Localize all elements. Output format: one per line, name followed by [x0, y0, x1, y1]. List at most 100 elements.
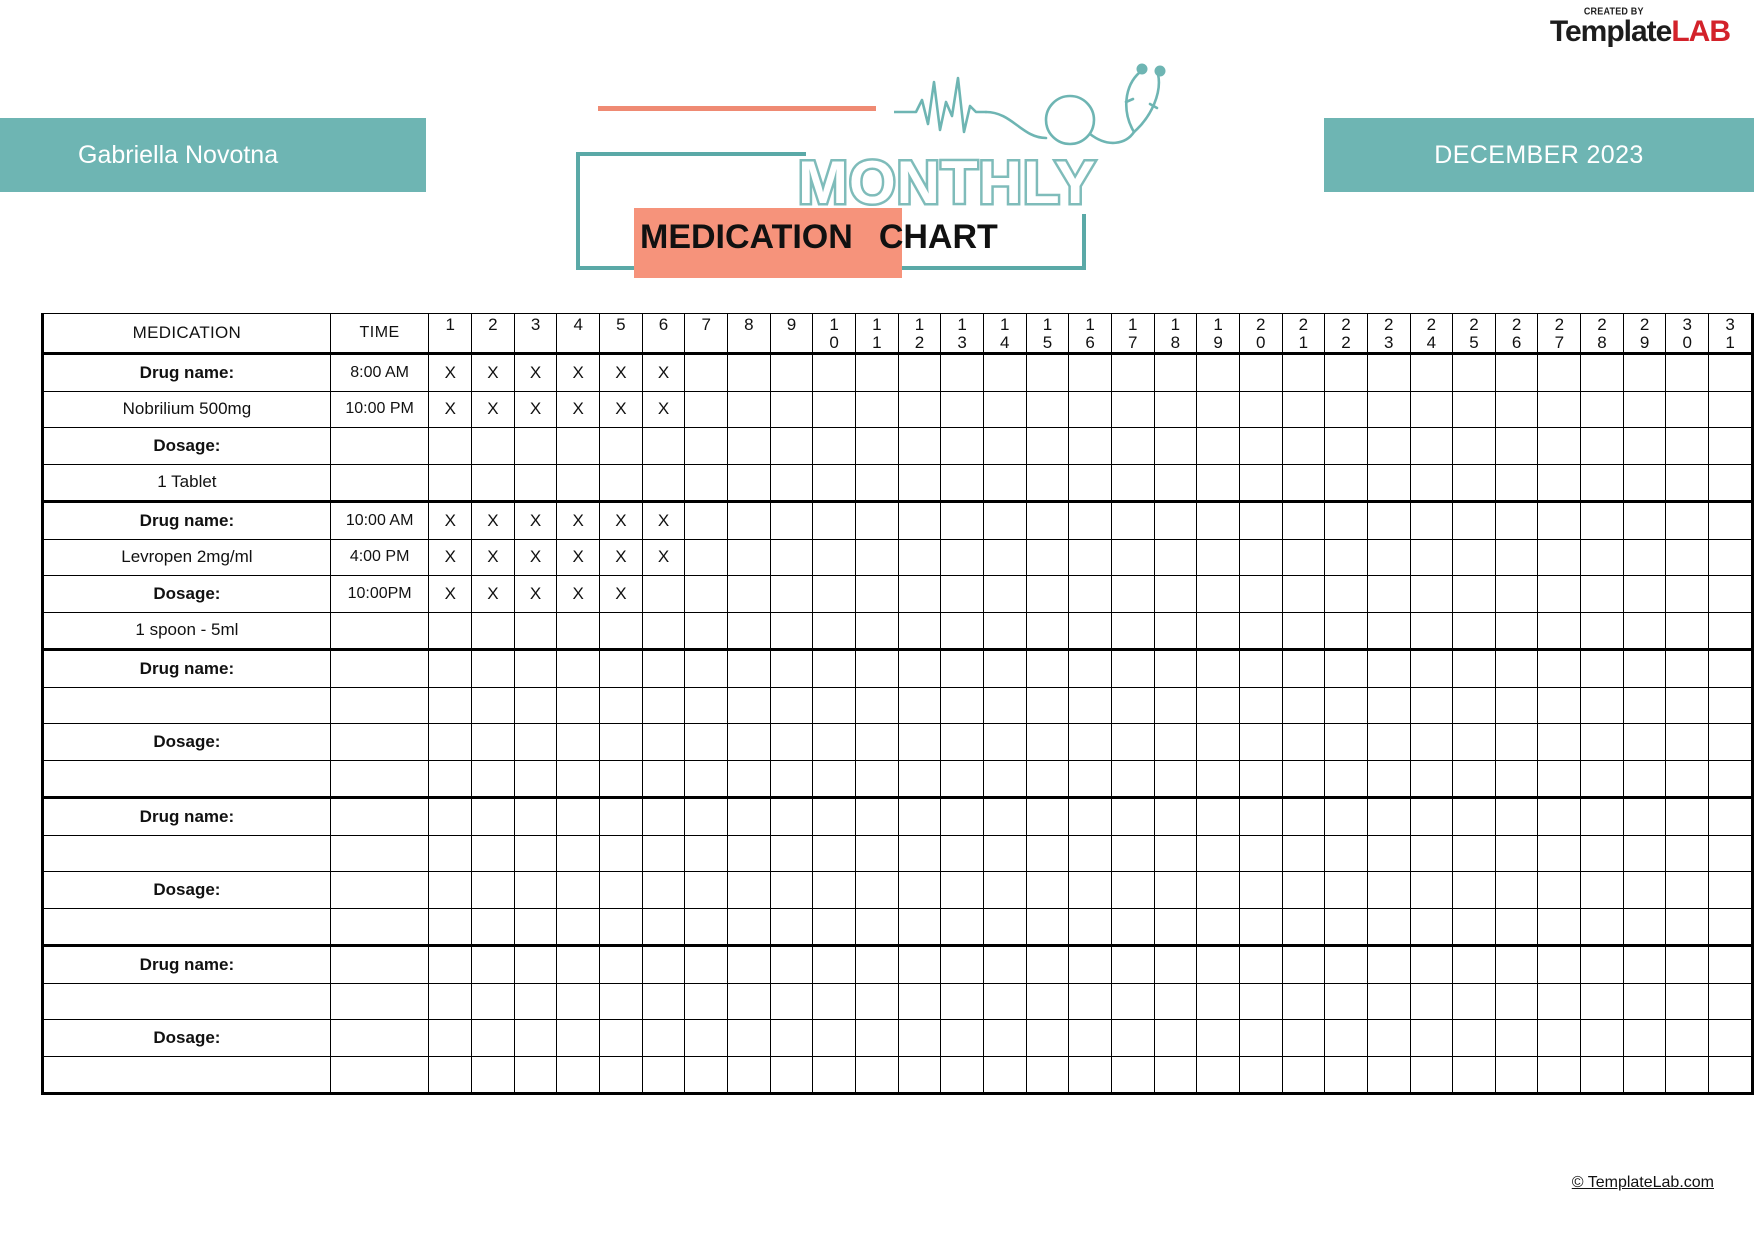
- day-checkbox-cell[interactable]: [1025, 982, 1070, 1020]
- day-checkbox-cell[interactable]: [1153, 944, 1198, 984]
- day-checkbox-cell[interactable]: [1238, 796, 1283, 836]
- day-checkbox-cell[interactable]: [854, 907, 899, 946]
- day-checkbox-cell[interactable]: [1622, 796, 1667, 836]
- day-checkbox-cell[interactable]: [1494, 686, 1539, 724]
- day-checkbox-cell[interactable]: [556, 611, 601, 650]
- day-checkbox-cell[interactable]: [1452, 1055, 1496, 1095]
- day-checkbox-cell[interactable]: [769, 796, 814, 836]
- day-checkbox-cell[interactable]: [812, 575, 856, 613]
- day-checkbox-cell[interactable]: [1494, 871, 1539, 909]
- day-checkbox-cell[interactable]: [1281, 759, 1326, 798]
- day-checkbox-cell[interactable]: [1580, 871, 1624, 909]
- day-checkbox-cell[interactable]: [897, 1019, 942, 1057]
- day-checkbox-cell[interactable]: [1025, 611, 1070, 650]
- day-checkbox-cell[interactable]: [1238, 686, 1283, 724]
- day-checkbox-cell[interactable]: [1238, 1019, 1283, 1057]
- day-checkbox-cell[interactable]: [1366, 538, 1411, 576]
- day-checkbox-cell[interactable]: [982, 907, 1027, 946]
- day-checkbox-cell[interactable]: [854, 463, 899, 502]
- day-checkbox-cell[interactable]: [727, 907, 771, 946]
- day-checkbox-cell[interactable]: [1409, 944, 1454, 984]
- day-checkbox-cell[interactable]: X: [556, 575, 601, 613]
- day-checkbox-cell[interactable]: [1025, 759, 1070, 798]
- day-checkbox-cell[interactable]: [513, 611, 558, 650]
- day-checkbox-cell[interactable]: [1324, 907, 1368, 946]
- day-checkbox-cell[interactable]: [1366, 907, 1411, 946]
- day-checkbox-cell[interactable]: [854, 796, 899, 836]
- day-checkbox-cell[interactable]: [1068, 538, 1112, 576]
- day-checkbox-cell[interactable]: [1708, 907, 1754, 946]
- day-checkbox-cell[interactable]: [940, 390, 984, 428]
- day-checkbox-cell[interactable]: [1580, 390, 1624, 428]
- day-checkbox-cell[interactable]: [812, 907, 856, 946]
- day-checkbox-cell[interactable]: [1580, 648, 1624, 688]
- day-checkbox-cell[interactable]: [1494, 352, 1539, 392]
- day-checkbox-cell[interactable]: [769, 352, 814, 392]
- day-checkbox-cell[interactable]: [1153, 427, 1198, 465]
- day-checkbox-cell[interactable]: [428, 1019, 473, 1057]
- day-checkbox-cell[interactable]: [897, 944, 942, 984]
- day-checkbox-cell[interactable]: [1537, 1019, 1582, 1057]
- day-checkbox-cell[interactable]: [1110, 648, 1155, 688]
- day-checkbox-cell[interactable]: [1580, 427, 1624, 465]
- day-checkbox-cell[interactable]: [471, 1055, 515, 1095]
- day-checkbox-cell[interactable]: [812, 611, 856, 650]
- day-checkbox-cell[interactable]: [471, 759, 515, 798]
- day-checkbox-cell[interactable]: [769, 390, 814, 428]
- day-checkbox-cell[interactable]: [1153, 723, 1198, 761]
- day-checkbox-cell[interactable]: [982, 427, 1027, 465]
- day-checkbox-cell[interactable]: [897, 759, 942, 798]
- day-checkbox-cell[interactable]: [1366, 500, 1411, 540]
- day-checkbox-cell[interactable]: [471, 982, 515, 1020]
- day-checkbox-cell[interactable]: [471, 1019, 515, 1057]
- day-checkbox-cell[interactable]: [769, 463, 814, 502]
- day-checkbox-cell[interactable]: [1025, 723, 1070, 761]
- day-checkbox-cell[interactable]: [1110, 686, 1155, 724]
- day-checkbox-cell[interactable]: [599, 796, 643, 836]
- day-checkbox-cell[interactable]: X: [428, 500, 473, 540]
- day-checkbox-cell[interactable]: [641, 427, 686, 465]
- medication-field-label[interactable]: Dosage:: [41, 1019, 331, 1057]
- day-checkbox-cell[interactable]: [727, 796, 771, 836]
- day-checkbox-cell[interactable]: [1452, 352, 1496, 392]
- day-checkbox-cell[interactable]: [556, 982, 601, 1020]
- day-checkbox-cell[interactable]: [1537, 648, 1582, 688]
- day-checkbox-cell[interactable]: [982, 500, 1027, 540]
- day-checkbox-cell[interactable]: [428, 648, 473, 688]
- day-checkbox-cell[interactable]: [599, 1019, 643, 1057]
- day-checkbox-cell[interactable]: [556, 834, 601, 872]
- day-checkbox-cell[interactable]: [599, 944, 643, 984]
- medication-field-value[interactable]: [41, 1055, 331, 1095]
- day-checkbox-cell[interactable]: [1324, 463, 1368, 502]
- day-checkbox-cell[interactable]: [1110, 500, 1155, 540]
- day-checkbox-cell[interactable]: [684, 352, 728, 392]
- day-checkbox-cell[interactable]: [1580, 575, 1624, 613]
- day-checkbox-cell[interactable]: [1025, 686, 1070, 724]
- day-checkbox-cell[interactable]: [854, 427, 899, 465]
- day-checkbox-cell[interactable]: [684, 723, 728, 761]
- day-checkbox-cell[interactable]: [1196, 538, 1240, 576]
- day-checkbox-cell[interactable]: [854, 611, 899, 650]
- day-checkbox-cell[interactable]: [1665, 723, 1710, 761]
- day-checkbox-cell[interactable]: [1708, 538, 1754, 576]
- day-checkbox-cell[interactable]: [1622, 500, 1667, 540]
- day-checkbox-cell[interactable]: [1494, 723, 1539, 761]
- day-checkbox-cell[interactable]: [1708, 648, 1754, 688]
- day-checkbox-cell[interactable]: [1537, 1055, 1582, 1095]
- day-checkbox-cell[interactable]: [1068, 759, 1112, 798]
- day-checkbox-cell[interactable]: [727, 1019, 771, 1057]
- day-checkbox-cell[interactable]: [684, 871, 728, 909]
- day-checkbox-cell[interactable]: [1153, 463, 1198, 502]
- day-checkbox-cell[interactable]: [1281, 648, 1326, 688]
- day-checkbox-cell[interactable]: [1153, 538, 1198, 576]
- day-checkbox-cell[interactable]: [1068, 944, 1112, 984]
- day-checkbox-cell[interactable]: [1110, 538, 1155, 576]
- day-checkbox-cell[interactable]: [684, 427, 728, 465]
- day-checkbox-cell[interactable]: [1366, 390, 1411, 428]
- day-checkbox-cell[interactable]: [1494, 427, 1539, 465]
- medication-field-value[interactable]: [41, 686, 331, 724]
- day-checkbox-cell[interactable]: [1025, 907, 1070, 946]
- day-checkbox-cell[interactable]: [1110, 871, 1155, 909]
- day-checkbox-cell[interactable]: [556, 427, 601, 465]
- day-checkbox-cell[interactable]: [1409, 390, 1454, 428]
